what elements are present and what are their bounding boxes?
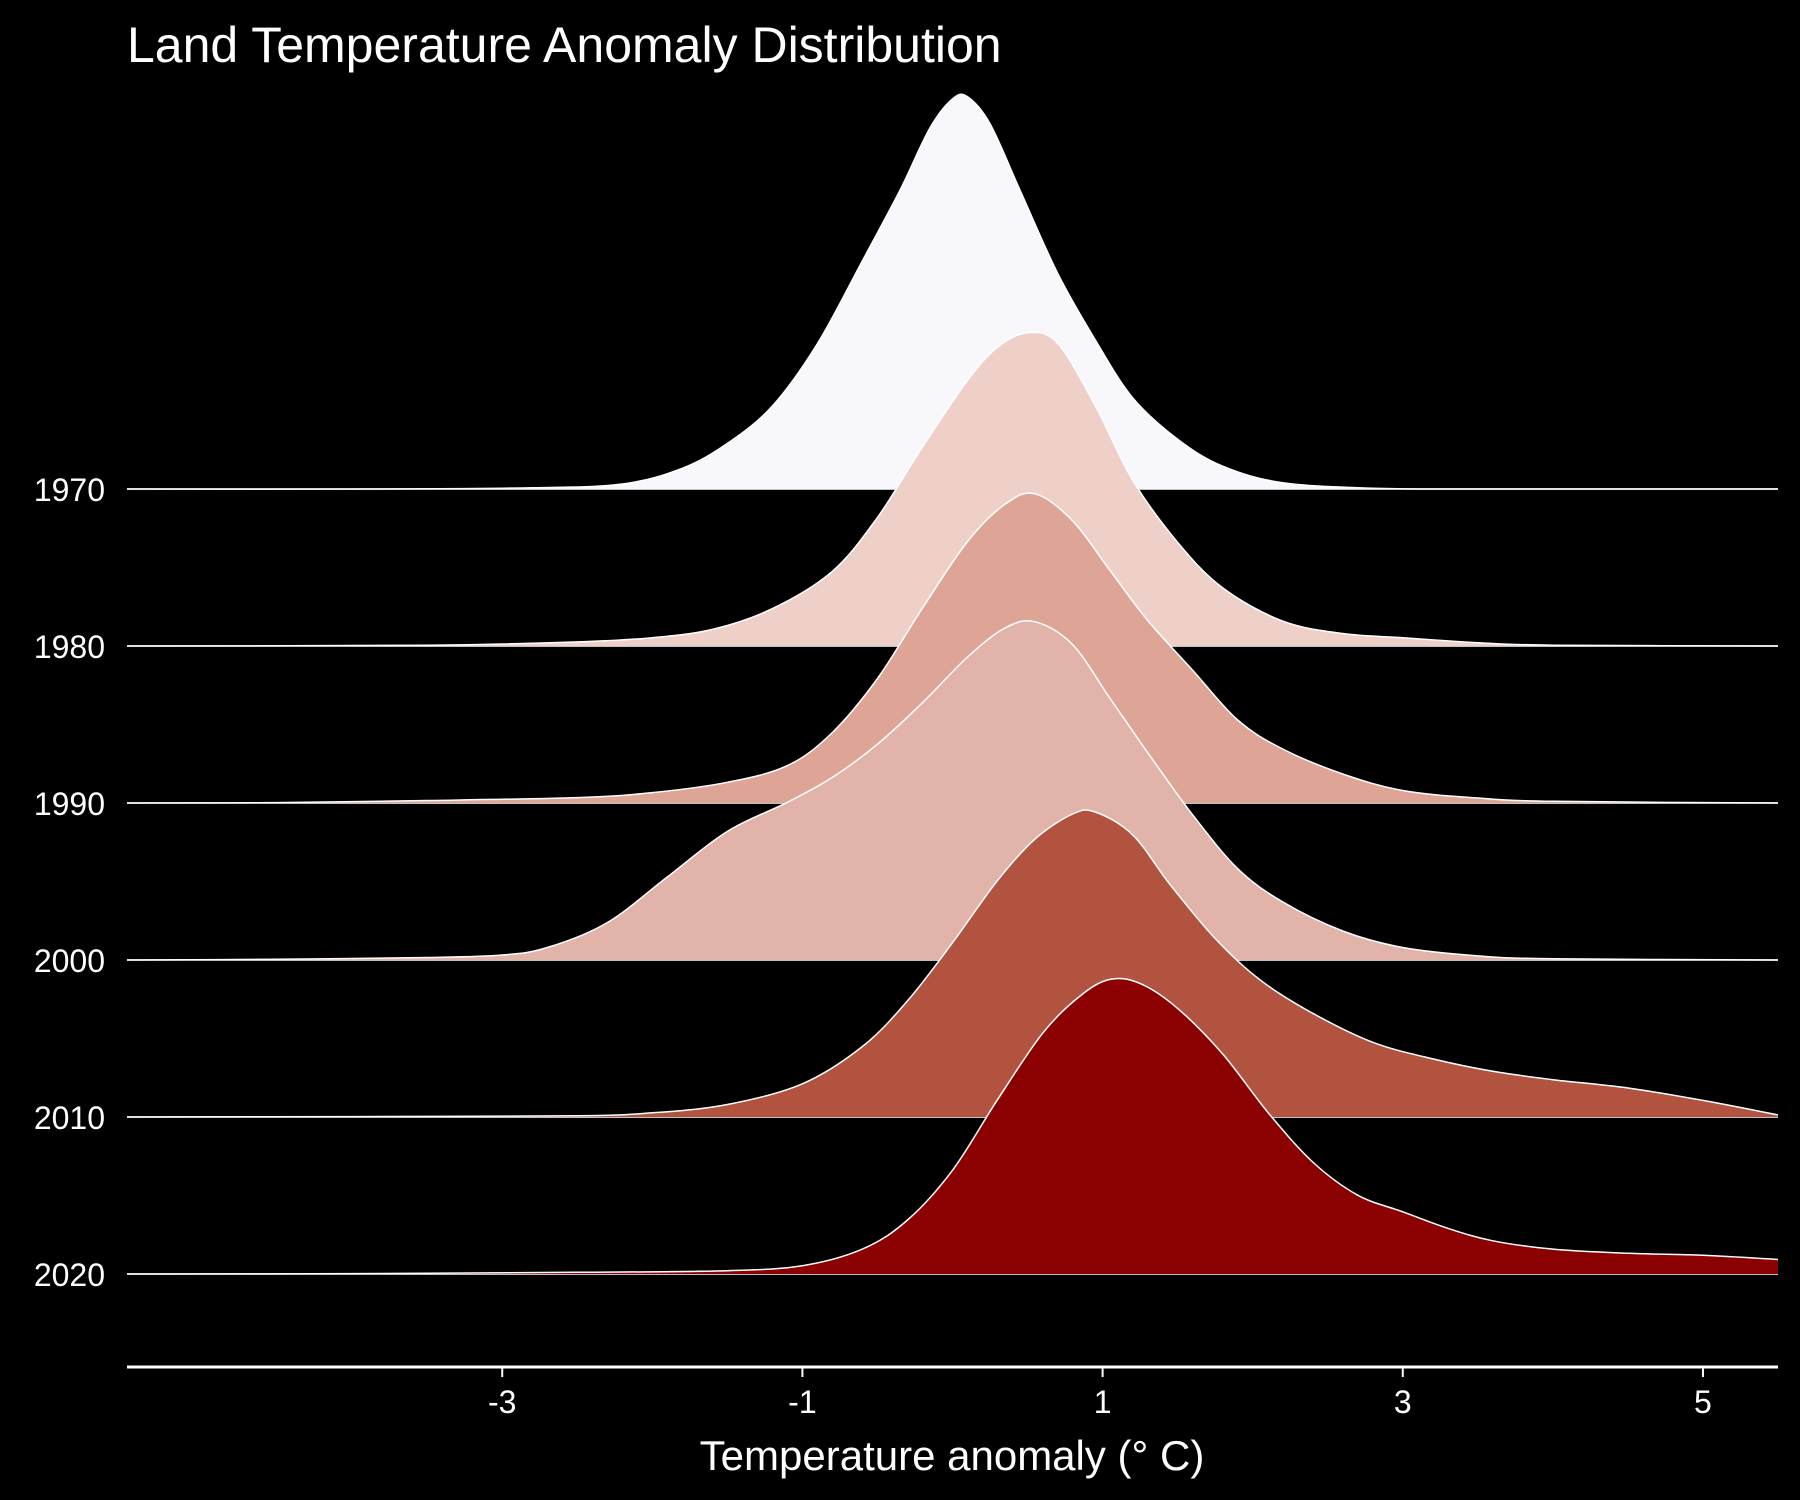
ridge-outline-2020	[126, 977, 1779, 1275]
y-tick-label-1970: 1970	[34, 472, 105, 508]
chart-title: Land Temperature Anomaly Distribution	[127, 17, 1002, 73]
ridge-area-2020	[127, 978, 1778, 1274]
x-tick-label: 5	[1694, 1384, 1712, 1420]
ridge-outline-1970	[126, 93, 1779, 490]
x-axis-label: Temperature anomaly (° C)	[700, 1432, 1205, 1479]
y-tick-label-2000: 2000	[34, 943, 105, 979]
y-tick-label-1980: 1980	[34, 629, 105, 665]
y-tick-labels: 1970 1980 1990 2000 2010 2020	[34, 472, 105, 1293]
ridge-area-1990	[127, 493, 1778, 803]
x-tick-label: 3	[1394, 1384, 1412, 1420]
ridge-area-2010	[127, 809, 1778, 1117]
x-tick-label: -1	[788, 1384, 816, 1420]
ridge-outline-1980	[126, 331, 1779, 647]
ridge-outline-2000	[126, 620, 1779, 961]
ridges-group	[126, 93, 1779, 1275]
x-tick-label: 1	[1094, 1384, 1112, 1420]
y-tick-label-2010: 2010	[34, 1100, 105, 1136]
ridge-area-2000	[127, 620, 1778, 960]
x-tick-label: -3	[488, 1384, 516, 1420]
y-tick-label-1990: 1990	[34, 786, 105, 822]
y-tick-label-2020: 2020	[34, 1257, 105, 1293]
ridge-area-1970	[127, 94, 1778, 490]
x-ticks: -3 -1 1 3 5	[488, 1367, 1712, 1420]
ridge-outline-2010	[126, 809, 1779, 1118]
ridge-outline-1990	[126, 492, 1779, 804]
ridge-area-1980	[127, 332, 1778, 646]
